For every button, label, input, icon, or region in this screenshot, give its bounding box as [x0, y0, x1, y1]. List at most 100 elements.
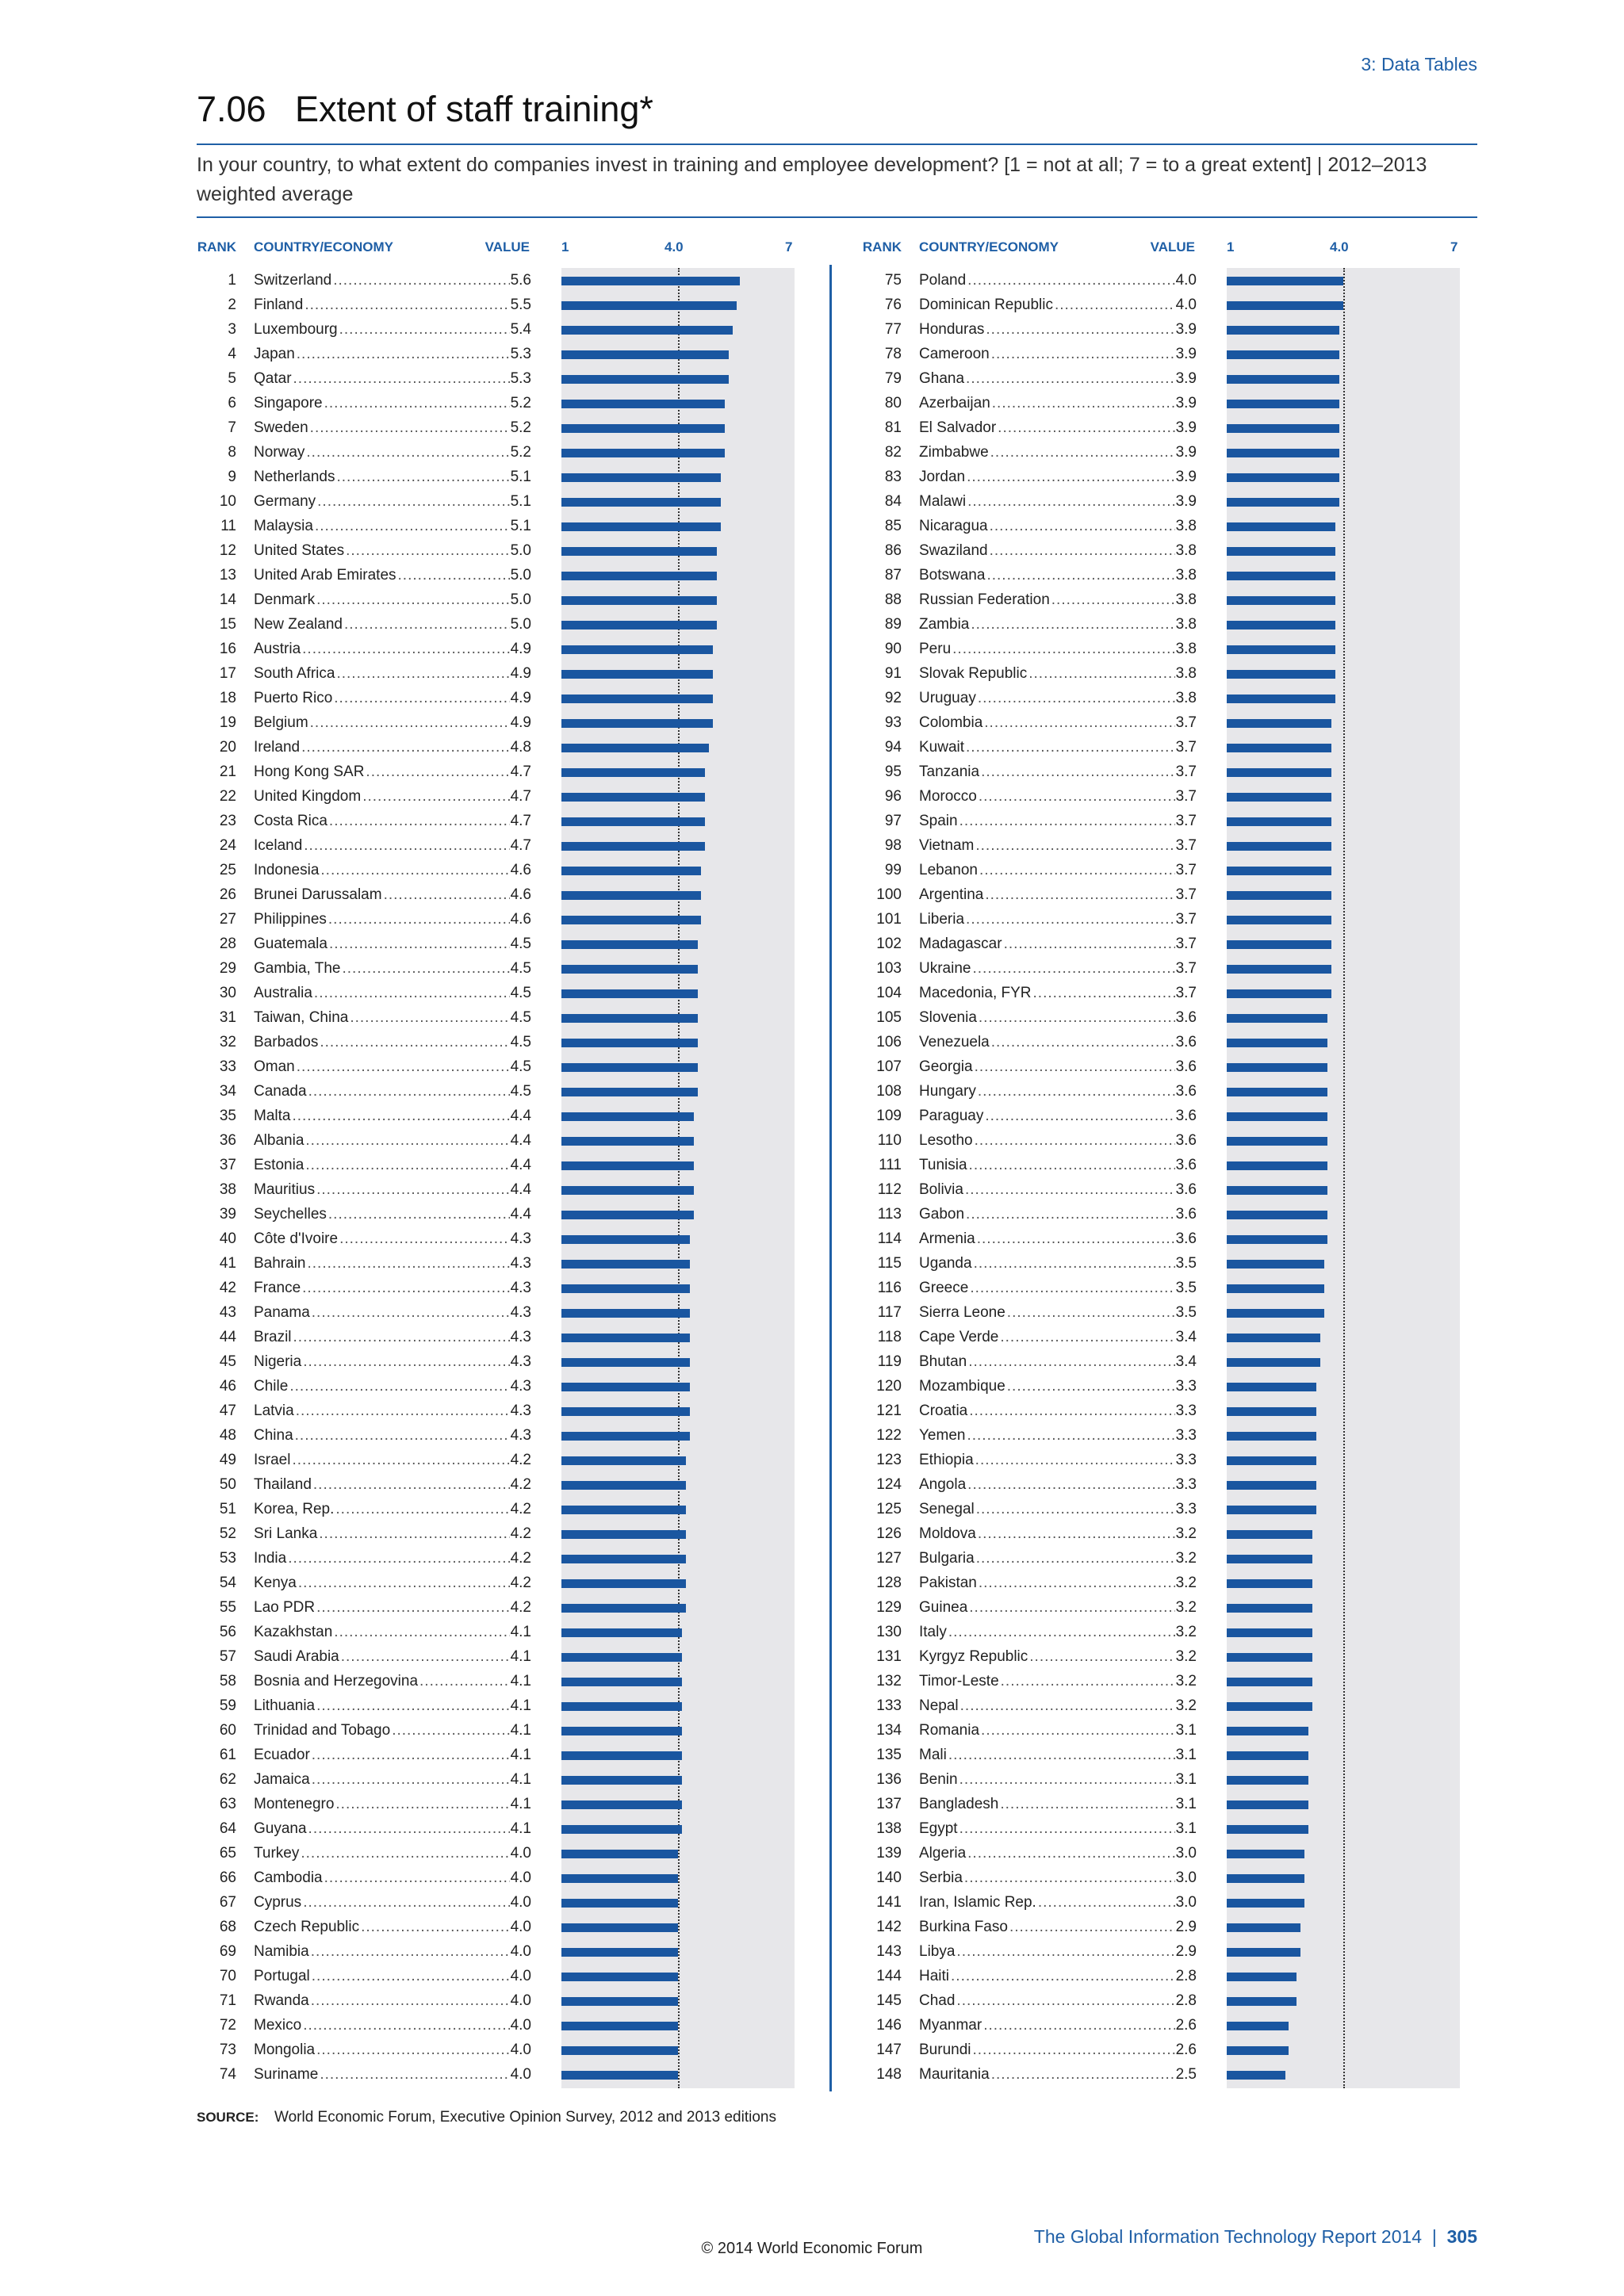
value-label: 4.7 — [510, 788, 531, 805]
rank-cell: 30 — [219, 985, 236, 1001]
country-cell: Zambia 3.8 — [919, 616, 1197, 635]
value-label: 4.4 — [510, 1206, 531, 1223]
leader-dots — [316, 1697, 509, 1716]
country-cell: Jamaica 4.1 — [254, 1771, 531, 1790]
rank-cell: 115 — [877, 1255, 902, 1272]
country-cell: Brunei Darussalam 4.6 — [254, 886, 531, 905]
bar — [1227, 449, 1340, 457]
rank-cell: 49 — [219, 1452, 236, 1468]
bar — [1227, 1039, 1328, 1047]
value-label: 4.5 — [510, 1009, 531, 1026]
country-cell: New Zealand 5.0 — [254, 616, 531, 635]
country-cell: Azerbaijan 3.9 — [919, 395, 1197, 414]
country-cell: Russian Federation 3.8 — [919, 591, 1197, 610]
table-row: 39 Seychelles 4.4 — [197, 1202, 799, 1226]
country-label: Cambodia — [254, 1869, 324, 1888]
bar — [561, 449, 725, 457]
value-label: 3.8 — [1175, 542, 1197, 559]
value-label: 3.7 — [1175, 837, 1197, 854]
country-label: Bosnia and Herzegovina — [254, 1673, 420, 1692]
value-label: 4.3 — [510, 1329, 531, 1345]
rank-cell: 36 — [219, 1132, 236, 1149]
table-row: 90 Peru 3.8 — [862, 637, 1465, 661]
country-label: Indonesia — [254, 862, 321, 881]
value-label: 4.0 — [510, 1968, 531, 1984]
bar — [1227, 547, 1336, 556]
leader-dots — [984, 714, 1174, 733]
leader-dots — [334, 1624, 509, 1643]
value-header: VALUE — [1150, 239, 1195, 254]
value-label: 3.0 — [1175, 1894, 1197, 1911]
leader-dots — [1028, 665, 1174, 684]
table-row: 120 Mozambique 3.3 — [862, 1374, 1465, 1399]
rank-cell: 136 — [876, 1771, 902, 1788]
rank-cell: 69 — [219, 1943, 236, 1960]
rank-cell: 14 — [219, 591, 236, 608]
bar — [561, 1850, 678, 1858]
country-label: Bhutan — [919, 1353, 969, 1372]
country-label: Romania — [919, 1722, 982, 1741]
table-row: 72 Mexico 4.0 — [197, 2013, 799, 2038]
scale-max-label: 7 — [785, 239, 793, 254]
value-label: 4.1 — [510, 1820, 531, 1837]
table-row: 136 Benin 3.1 — [862, 1767, 1465, 1792]
rank-cell: 125 — [876, 1501, 902, 1517]
value-label: 4.3 — [510, 1402, 531, 1419]
country-label: Saudi Arabia — [254, 1648, 341, 1667]
bar — [561, 670, 714, 679]
table-row: 66 Cambodia 4.0 — [197, 1866, 799, 1890]
country-cell: Ukraine 3.7 — [919, 960, 1197, 979]
country-cell: Ethiopia 3.3 — [919, 1452, 1197, 1471]
scale-mid-label: 4.0 — [1330, 239, 1349, 254]
country-label: Russian Federation — [919, 591, 1051, 610]
country-label: Thailand — [254, 1476, 313, 1495]
scale-mid-label: 4.0 — [665, 239, 684, 254]
value-label: 3.6 — [1175, 1083, 1197, 1100]
country-cell: Romania 3.1 — [919, 1722, 1197, 1741]
table-row: 107 Georgia 3.6 — [862, 1054, 1465, 1079]
value-label: 3.0 — [1175, 1845, 1197, 1862]
bar — [1227, 1407, 1316, 1416]
country-label: Brazil — [254, 1329, 293, 1348]
bar — [1227, 1874, 1304, 1883]
country-cell: Vietnam 3.7 — [919, 837, 1197, 856]
country-cell: Botswana 3.8 — [919, 567, 1197, 586]
rank-cell: 76 — [884, 297, 902, 313]
bar — [561, 1014, 698, 1023]
value-label: 3.2 — [1175, 1697, 1197, 1714]
table-row: 2 Finland 5.5 — [197, 293, 799, 317]
leader-dots — [301, 1845, 509, 1864]
value-label: 3.7 — [1175, 739, 1197, 756]
page-title: 7.06 Extent of staff training* — [197, 89, 653, 130]
leader-dots — [320, 862, 509, 881]
country-label: Iceland — [254, 837, 304, 856]
country-label: Seychelles — [254, 1206, 328, 1225]
country-label: United States — [254, 542, 347, 561]
rank-cell: 97 — [884, 813, 902, 829]
country-label: Liberia — [919, 911, 967, 930]
subtitle: In your country, to what extent do compa… — [197, 154, 1427, 205]
country-cell: Malawi 3.9 — [919, 493, 1197, 512]
rank-cell: 85 — [884, 518, 902, 534]
bar — [1227, 1481, 1316, 1490]
value-label: 3.7 — [1175, 862, 1197, 878]
bar — [1227, 400, 1340, 408]
leader-dots — [948, 1747, 1175, 1766]
table-row: 127 Bulgaria 3.2 — [862, 1546, 1465, 1571]
table-row: 62 Jamaica 4.1 — [197, 1767, 799, 1792]
country-cell: Ecuador 4.1 — [254, 1747, 531, 1766]
leader-dots — [304, 297, 509, 316]
table-row: 130 Italy 3.2 — [862, 1620, 1465, 1644]
leader-dots — [973, 2042, 1175, 2061]
rank-cell: 52 — [219, 1525, 236, 1542]
country-label: Mauritania — [919, 2066, 991, 2085]
leader-dots — [991, 2066, 1175, 2085]
country-cell: Gambia, The 4.5 — [254, 960, 531, 979]
table-row: 57 Saudi Arabia 4.1 — [197, 1644, 799, 1669]
rank-cell: 18 — [219, 690, 236, 706]
rank-cell: 44 — [219, 1329, 236, 1345]
value-label: 3.7 — [1175, 936, 1197, 952]
table-row: 147 Burundi 2.6 — [862, 2038, 1465, 2062]
rank-cell: 103 — [876, 960, 902, 977]
country-cell: Chad 2.8 — [919, 1992, 1197, 2011]
